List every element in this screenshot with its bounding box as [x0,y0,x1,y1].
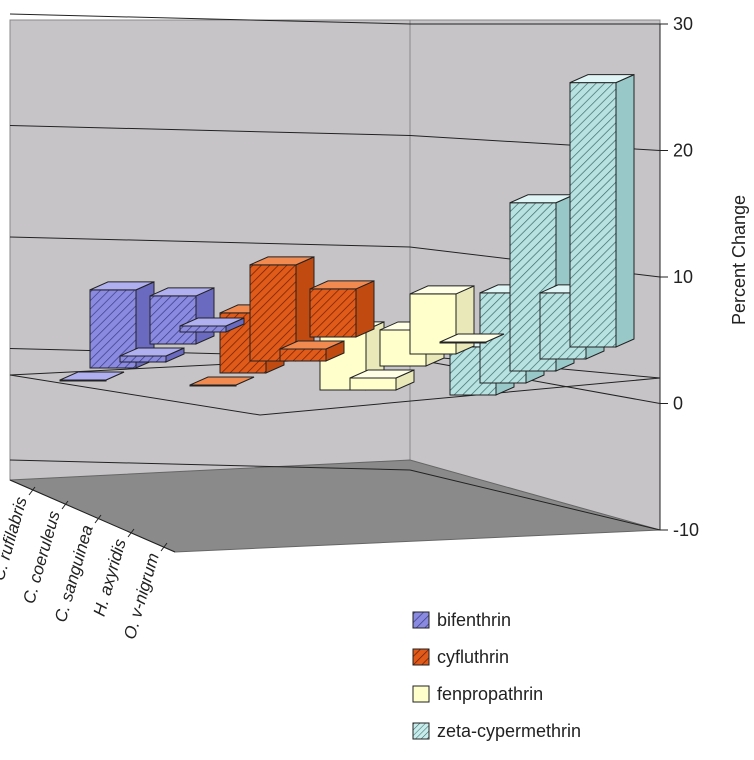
bar-zeta-cypermethrin-0 [569,73,635,348]
x-tick-mark-3 [127,528,135,538]
bar-front [279,348,327,362]
legend-label-fenpropathrin: fenpropathrin [437,684,543,704]
bar-fenpropathrin-1 [409,285,475,355]
gridline-left-4 [9,13,411,25]
y-axis: -10 0 10 20 30 Percent Change [659,14,749,540]
bar-front [149,295,197,345]
bar-side [615,73,635,348]
gridline-left-3 [9,125,411,136]
y-tick-label-0: -10 [673,520,699,540]
legend-label-zeta-cypermethrin: zeta-cypermethrin [437,721,581,741]
bar-top [439,333,505,343]
bar-front [309,288,357,338]
x-tick-mark-2 [94,514,102,524]
x-axis-line [9,479,176,553]
gridline-left-2 [9,236,411,248]
y-tick-label-3: 20 [673,141,693,161]
bar-front [349,377,397,391]
legend-swatch-zeta-cypermethrin [412,722,430,740]
y-axis-label: Percent Change [729,195,749,325]
bar-front [569,82,617,348]
legend-swatch-cyfluthrin [412,648,430,666]
x-tick-label-3: H. axyridis [90,536,130,618]
bar-front [409,293,457,355]
bar-fenpropathrin-3 [349,369,415,391]
y-tick-label-1: 0 [673,394,683,414]
bar-top [179,317,245,327]
bar-bifenthrin-1 [149,287,215,345]
bar-bifenthrin-0 [179,317,245,333]
bar-top [59,371,125,381]
x-tick-label-4: O. v-nigrum [120,551,163,642]
bar-top [279,340,345,350]
x-tick-label-1: C. coeruleus [19,508,64,605]
bar-bifenthrin-2 [119,347,185,363]
x-tick-mark-4 [160,542,168,552]
x-tick-mark-1 [61,500,69,510]
bar-cyfluthrin-1 [279,340,345,362]
bar-cyfluthrin-0 [309,280,375,338]
bar-front [179,325,227,333]
bar-top [89,281,155,291]
x-tick-mark-0 [28,486,36,496]
bar-top [119,347,185,357]
bar-front [119,355,167,363]
legend: bifenthrin cyfluthrin fenpropathrin zeta-cy… [412,610,581,741]
bar-top [409,285,475,295]
y-tick-label-2: 10 [673,267,693,287]
bar-bifenthrin-4 [59,371,125,382]
bar-top [189,376,255,386]
gridline-right-0 [409,469,661,531]
bar-side [455,285,475,355]
x-tick-label-0: C. rufilabris [0,494,31,582]
legend-label-cyfluthrin: cyfluthrin [437,647,509,667]
bar-top [309,280,375,290]
bars [59,73,635,396]
bar-top [569,74,635,84]
bar-top [349,369,415,379]
legend-label-bifenthrin: bifenthrin [437,610,511,630]
y-tick-label-4: 30 [673,14,693,34]
bar-side [195,287,215,345]
left-wall [9,19,411,481]
bar-cyfluthrin-4 [189,376,255,387]
bar-top [149,287,215,297]
legend-swatch-bifenthrin [412,611,430,629]
gridline-left-0 [9,459,411,471]
bar-top [249,256,315,266]
bar-side [355,280,375,338]
legend-swatch-fenpropathrin [412,685,430,703]
bar-fenpropathrin-0 [439,333,505,344]
